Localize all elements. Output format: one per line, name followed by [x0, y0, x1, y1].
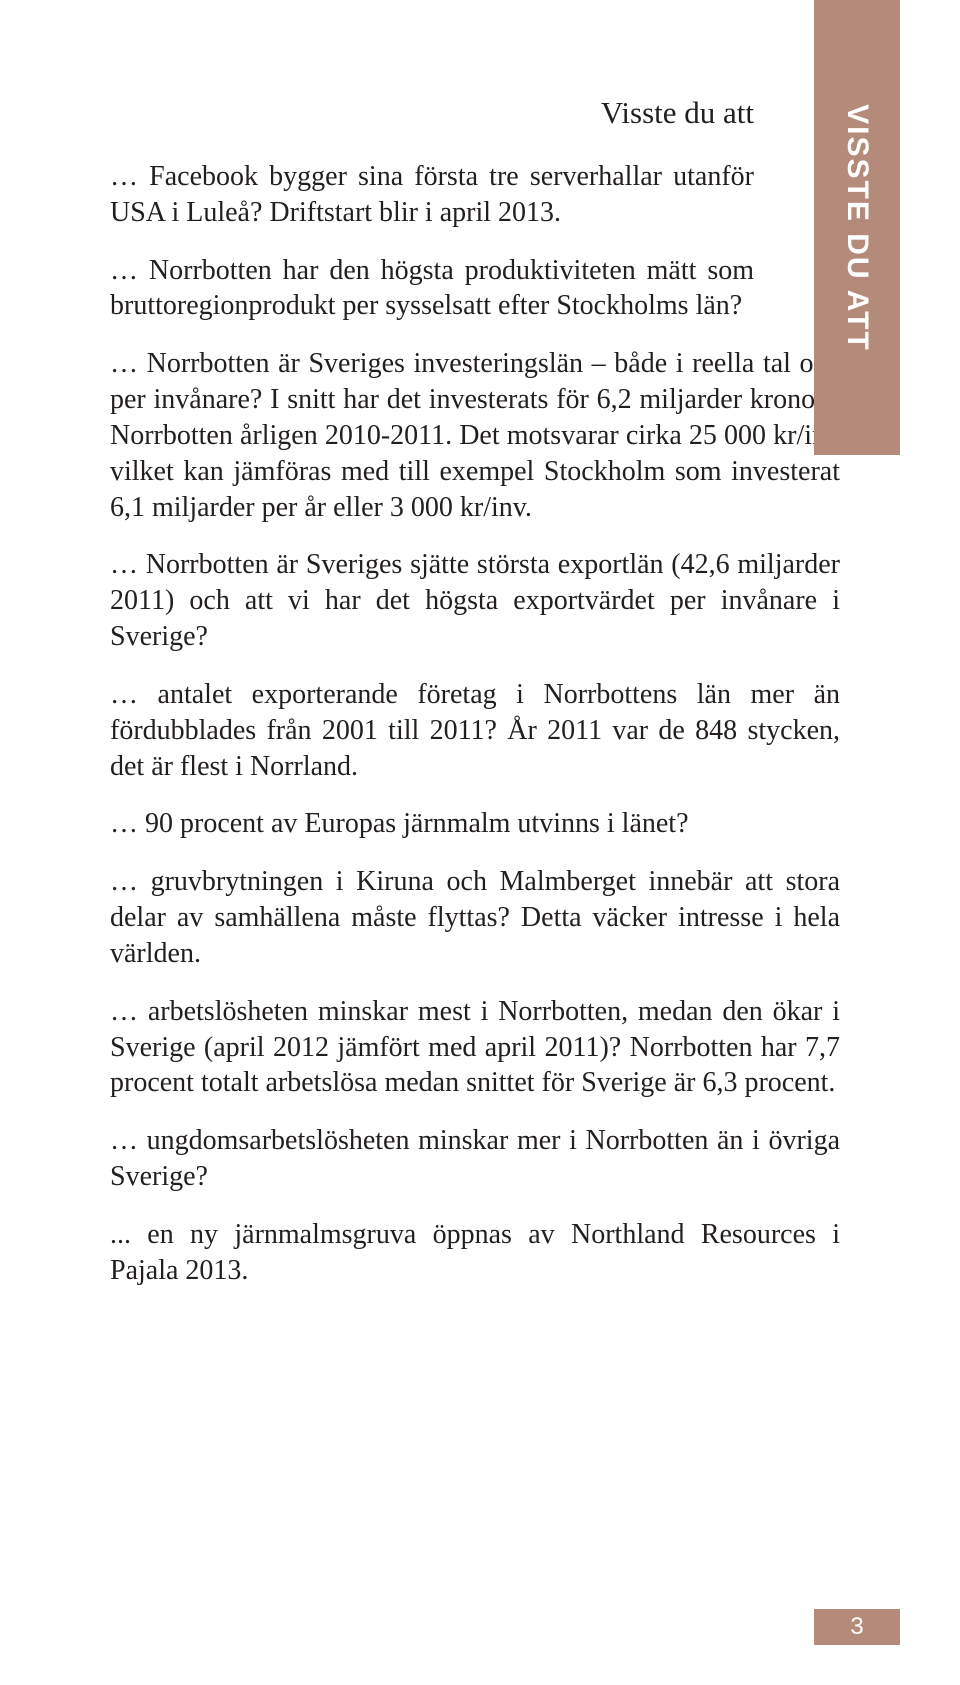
fact-item: … Norrbotten har den högsta produktivite… — [110, 253, 754, 325]
content-area: Visste du att … Facebook bygger sina för… — [110, 95, 840, 1289]
fact-item: … antalet exporterande företag i Norrbot… — [110, 677, 840, 784]
fact-item: … arbetslösheten minskar mest i Norrbott… — [110, 994, 840, 1101]
fact-item: … 90 procent av Europas järnmalm utvinns… — [110, 806, 840, 842]
fact-item: … ungdomsarbetslösheten minskar mer i No… — [110, 1123, 840, 1195]
page: VISSTE DU ATT Visste du att … Facebook b… — [0, 0, 960, 1685]
fact-item: … Norrbotten är Sveriges investeringslän… — [110, 346, 840, 525]
fact-item: … gruvbrytningen i Kiruna och Malmberget… — [110, 864, 840, 971]
fact-item: ... en ny järnmalmsgruva öppnas av North… — [110, 1217, 840, 1289]
page-title: Visste du att — [110, 95, 754, 131]
section-tab-label: VISSTE DU ATT — [840, 104, 874, 352]
section-tab: VISSTE DU ATT — [814, 0, 900, 455]
fact-item: … Norrbotten är Sveriges sjätte största … — [110, 547, 840, 654]
page-number: 3 — [814, 1609, 900, 1645]
page-number-value: 3 — [850, 1613, 863, 1641]
fact-item: … Facebook bygger sina första tre server… — [110, 159, 754, 231]
